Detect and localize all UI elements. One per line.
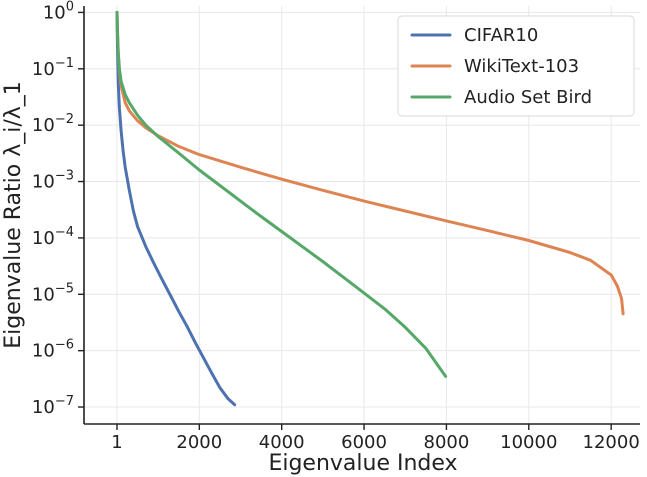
y-tick-base: 10 (32, 397, 55, 418)
x-tick-label: 2000 (176, 432, 222, 453)
y-tick-base: 10 (43, 2, 66, 23)
legend: CIFAR10 WikiText-103 Audio Set Bird (397, 15, 635, 117)
legend-box (397, 15, 635, 117)
y-tick-exponent: −6 (55, 338, 74, 353)
y-tick-base: 10 (32, 115, 55, 136)
y-tick-label: 10−7 (32, 394, 74, 418)
legend-label: WikiText-103 (464, 56, 579, 77)
series-line-3 (115, 10, 448, 378)
y-tick-exponent: −2 (55, 112, 74, 127)
y-tick-label: 100 (43, 0, 74, 23)
y-tick-label: 10−1 (32, 56, 74, 80)
x-tick-label: 8000 (424, 432, 470, 453)
x-tick-label: 4000 (259, 432, 305, 453)
x-tick-label: 12000 (583, 432, 640, 453)
axes (83, 6, 640, 425)
y-tick-exponent: 0 (66, 0, 74, 14)
y-tick-exponent: −3 (55, 169, 74, 184)
y-tick-base: 10 (32, 284, 55, 305)
y-tick-exponent: −4 (55, 225, 74, 240)
series-line-2 (115, 10, 625, 316)
y-tick-label: 10−2 (32, 112, 74, 136)
x-axis-ticks: 1 2000 4000 6000 8000 10000 12000 (111, 424, 640, 453)
y-tick-base: 10 (32, 59, 55, 80)
legend-label: Audio Set Bird (464, 87, 592, 108)
y-tick-label: 10−3 (32, 169, 74, 193)
series-line-1 (115, 10, 237, 407)
x-axis-title: Eigenvalue Index (268, 451, 457, 476)
y-tick-exponent: −5 (55, 281, 74, 296)
y-tick-base: 10 (32, 341, 55, 362)
series-lines (115, 10, 625, 407)
x-tick-label: 6000 (341, 432, 387, 453)
y-tick-exponent: −1 (55, 56, 74, 71)
y-tick-label: 10−5 (32, 281, 74, 305)
y-axis-title: Eigenvalue Ratio λ_i/λ_1 (1, 81, 26, 349)
y-tick-label: 10−6 (32, 338, 74, 362)
y-tick-exponent: −7 (55, 394, 74, 409)
y-tick-base: 10 (32, 228, 55, 249)
y-tick-base: 10 (32, 172, 55, 193)
legend-label: CIFAR10 (464, 25, 538, 46)
x-tick-label: 1 (111, 432, 122, 453)
x-tick-label: 10000 (500, 432, 557, 453)
y-tick-label: 10−4 (32, 225, 74, 249)
